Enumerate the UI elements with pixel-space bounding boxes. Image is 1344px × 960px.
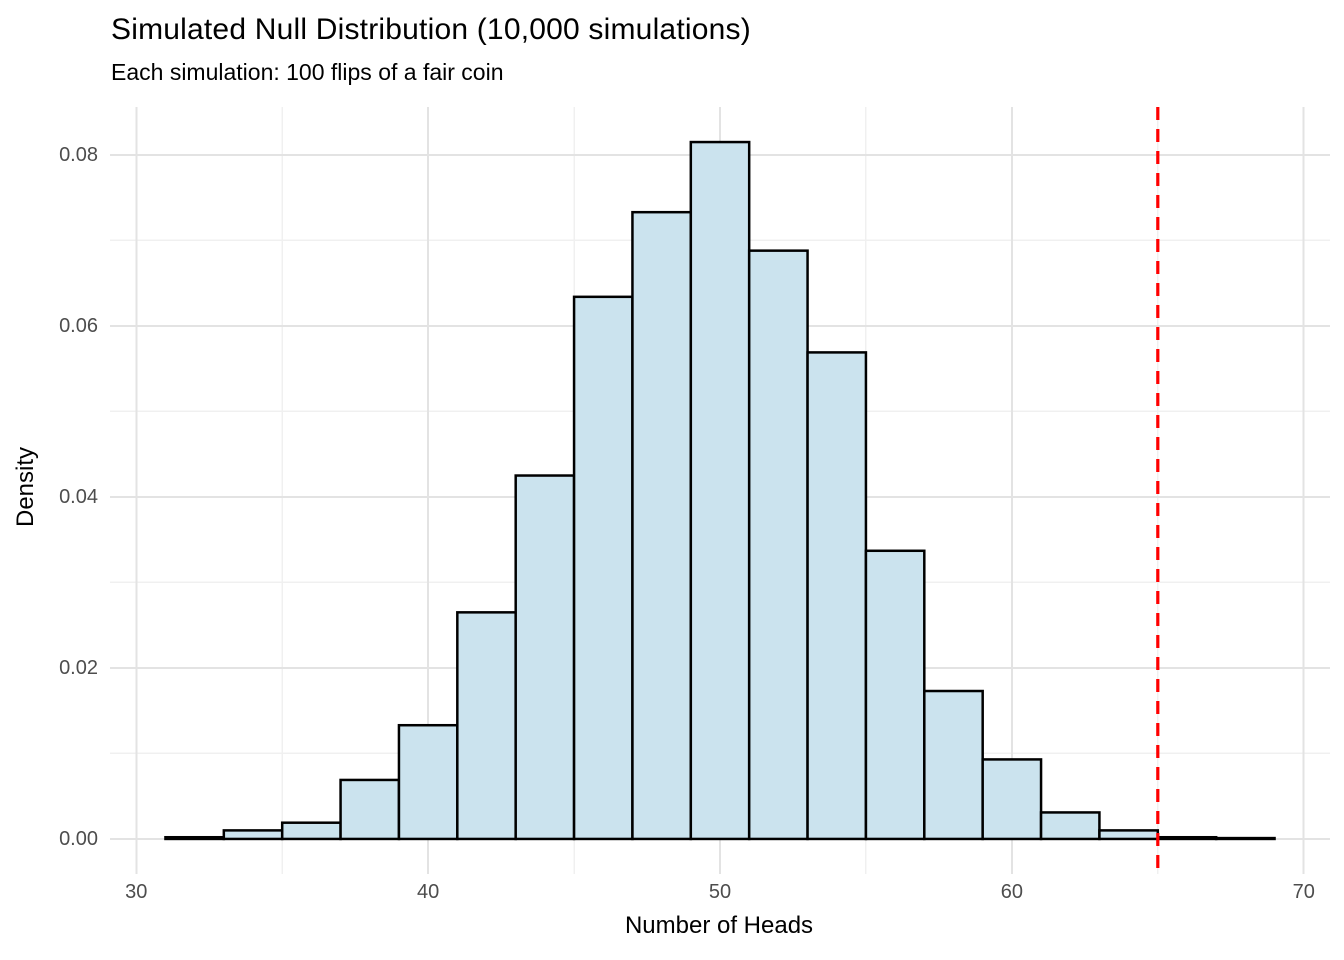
x-axis-title: Number of Heads — [624, 912, 814, 939]
histogram-bar — [1214, 836, 1276, 841]
histogram-bar — [397, 723, 459, 841]
histogram-bar — [806, 351, 868, 841]
y-tick-label: 0.00 — [59, 827, 98, 850]
histogram-bar — [864, 549, 926, 841]
x-tick-label: 40 — [417, 881, 440, 903]
chart-subtitle: Each simulation: 100 flips of a fair coi… — [111, 59, 504, 85]
y-tick-label: 0.06 — [59, 314, 98, 337]
histogram-bar — [514, 474, 576, 841]
histogram-bar — [164, 835, 226, 841]
histogram-bar — [1098, 829, 1160, 841]
chart-title: Simulated Null Distribution (10,000 simu… — [111, 13, 751, 46]
histogram-bar — [631, 210, 693, 841]
histogram-bar — [572, 295, 634, 841]
histogram-bar — [747, 249, 809, 841]
y-tick-label: 0.04 — [59, 485, 98, 508]
y-axis-title: Density — [12, 446, 39, 528]
histogram-bar — [1156, 835, 1218, 841]
histogram-bar — [222, 829, 284, 841]
histogram-bar — [923, 689, 984, 841]
x-tick-label: 60 — [1000, 881, 1023, 903]
y-tick-label: 0.08 — [59, 143, 98, 166]
x-tick-label: 30 — [125, 881, 148, 903]
x-tick-label: 50 — [708, 881, 732, 903]
histogram-bar — [689, 140, 751, 841]
histogram-bar — [1039, 811, 1101, 841]
histogram-bar — [339, 778, 401, 841]
histogram-bar — [981, 758, 1043, 841]
x-tick-label: 70 — [1292, 881, 1315, 903]
histogram-bar — [280, 821, 342, 841]
histogram-bar — [456, 611, 517, 841]
y-tick-label: 0.02 — [59, 656, 98, 679]
